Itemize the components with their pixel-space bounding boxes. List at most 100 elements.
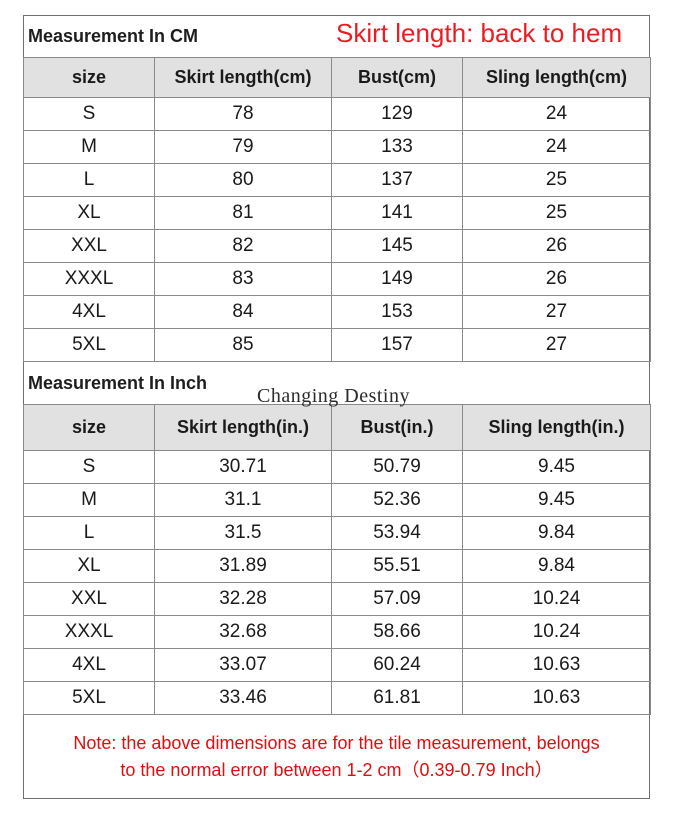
inch-table-row: 5XL 33.46 61.81 10.63	[23, 681, 651, 715]
cm-cell-sling-length: 24	[462, 97, 651, 131]
cm-cell-sling-length: 24	[462, 130, 651, 164]
cm-cell-bust: 133	[331, 130, 463, 164]
cm-table-row: 5XL 85 157 27	[23, 328, 651, 362]
inch-cell-sling-length: 10.24	[462, 615, 651, 649]
inch-cell-bust: 52.36	[331, 483, 463, 517]
cm-cell-skirt-length: 83	[154, 262, 332, 296]
cm-header-row: size Skirt length(cm) Bust(cm) Sling len…	[23, 57, 651, 98]
inch-cell-sling-length: 10.63	[462, 648, 651, 682]
inch-size-table: size Skirt length(in.) Bust(in.) Sling l…	[23, 404, 651, 715]
cm-cell-sling-length: 27	[462, 295, 651, 329]
cm-table-row: L 80 137 25	[23, 163, 651, 197]
inch-cell-skirt-length: 31.89	[154, 549, 332, 583]
inch-header-bust: Bust(in.)	[331, 404, 463, 451]
cm-cell-skirt-length: 79	[154, 130, 332, 164]
cm-cell-size: S	[23, 97, 155, 131]
inch-cell-size: M	[23, 483, 155, 517]
inch-table-row: XL 31.89 55.51 9.84	[23, 549, 651, 583]
inch-table-row: M 31.1 52.36 9.45	[23, 483, 651, 517]
cm-header-sling-length: Sling length(cm)	[462, 57, 651, 98]
inch-header-sling-length: Sling length(in.)	[462, 404, 651, 451]
cm-cell-bust: 145	[331, 229, 463, 263]
inch-table-body: S 30.71 50.79 9.45 M 31.1 52.36 9.45 L 31.5 53.94 9…	[23, 450, 651, 715]
inch-cell-skirt-length: 31.1	[154, 483, 332, 517]
cm-cell-size: L	[23, 163, 155, 197]
inch-cell-size: XXXL	[23, 615, 155, 649]
cm-cell-skirt-length: 81	[154, 196, 332, 230]
cm-cell-size: 5XL	[23, 328, 155, 362]
footnote-line-2: to the normal error between 1-2 cm（0.39-…	[120, 760, 553, 780]
cm-cell-sling-length: 26	[462, 262, 651, 296]
inch-table-row: S 30.71 50.79 9.45	[23, 450, 651, 484]
skirt-length-note: Skirt length: back to hem	[336, 18, 623, 48]
cm-cell-bust: 153	[331, 295, 463, 329]
inch-cell-sling-length: 10.24	[462, 582, 651, 616]
inch-header-skirt-length: Skirt length(in.)	[154, 404, 332, 451]
inch-cell-size: XXL	[23, 582, 155, 616]
inch-cell-bust: 58.66	[331, 615, 463, 649]
cm-cell-bust: 149	[331, 262, 463, 296]
cm-cell-skirt-length: 78	[154, 97, 332, 131]
cm-cell-bust: 137	[331, 163, 463, 197]
cm-cell-size: XL	[23, 196, 155, 230]
cm-header-size: size	[23, 57, 155, 98]
cm-table-row: XL 81 141 25	[23, 196, 651, 230]
watermark-text: Changing Destiny	[257, 385, 410, 407]
inch-table-row: XXL 32.28 57.09 10.24	[23, 582, 651, 616]
cm-cell-sling-length: 25	[462, 163, 651, 197]
cm-cell-skirt-length: 82	[154, 229, 332, 263]
inch-section-title: Measurement In Inch	[28, 373, 208, 393]
measurement-footnote: Note: the above dimensions are for the t…	[24, 730, 649, 784]
inch-cell-size: 5XL	[23, 681, 155, 715]
cm-cell-skirt-length: 80	[154, 163, 332, 197]
inch-cell-skirt-length: 33.07	[154, 648, 332, 682]
cm-cell-size: M	[23, 130, 155, 164]
inch-cell-skirt-length: 31.5	[154, 516, 332, 550]
cm-size-table: size Skirt length(cm) Bust(cm) Sling len…	[23, 57, 651, 362]
cm-cell-skirt-length: 85	[154, 328, 332, 362]
inch-cell-bust: 57.09	[331, 582, 463, 616]
cm-table-row: M 79 133 24	[23, 130, 651, 164]
cm-header-skirt-length: Skirt length(cm)	[154, 57, 332, 98]
cm-cell-bust: 157	[331, 328, 463, 362]
inch-cell-sling-length: 9.45	[462, 450, 651, 484]
inch-cell-size: 4XL	[23, 648, 155, 682]
cm-table-body: S 78 129 24 M 79 133 24 L 80 137 25 XL 81 141 25 XXL 82 14…	[23, 97, 651, 362]
inch-table-row: 4XL 33.07 60.24 10.63	[23, 648, 651, 682]
inch-cell-skirt-length: 32.68	[154, 615, 332, 649]
inch-cell-bust: 61.81	[331, 681, 463, 715]
inch-header-row: size Skirt length(in.) Bust(in.) Sling l…	[23, 404, 651, 451]
inch-cell-size: L	[23, 516, 155, 550]
cm-cell-size: XXXL	[23, 262, 155, 296]
cm-header-bust: Bust(cm)	[331, 57, 463, 98]
inch-cell-bust: 53.94	[331, 516, 463, 550]
inch-cell-skirt-length: 32.28	[154, 582, 332, 616]
cm-table-row: 4XL 84 153 27	[23, 295, 651, 329]
inch-cell-sling-length: 9.84	[462, 549, 651, 583]
inch-cell-sling-length: 10.63	[462, 681, 651, 715]
cm-cell-skirt-length: 84	[154, 295, 332, 329]
cm-cell-size: XXL	[23, 229, 155, 263]
cm-cell-size: 4XL	[23, 295, 155, 329]
cm-table-row: XXL 82 145 26	[23, 229, 651, 263]
inch-header-size: size	[23, 404, 155, 451]
inch-cell-size: S	[23, 450, 155, 484]
cm-section-title: Measurement In CM	[28, 26, 199, 46]
cm-cell-sling-length: 26	[462, 229, 651, 263]
inch-cell-bust: 60.24	[331, 648, 463, 682]
cm-table-row: XXXL 83 149 26	[23, 262, 651, 296]
inch-cell-bust: 55.51	[331, 549, 463, 583]
cm-cell-sling-length: 27	[462, 328, 651, 362]
inch-cell-sling-length: 9.45	[462, 483, 651, 517]
inch-cell-skirt-length: 33.46	[154, 681, 332, 715]
cm-cell-bust: 141	[331, 196, 463, 230]
inch-table-row: XXXL 32.68 58.66 10.24	[23, 615, 651, 649]
inch-cell-size: XL	[23, 549, 155, 583]
inch-cell-skirt-length: 30.71	[154, 450, 332, 484]
footnote-line-1: Note: the above dimensions are for the t…	[73, 733, 600, 753]
cm-table-row: S 78 129 24	[23, 97, 651, 131]
inch-cell-sling-length: 9.84	[462, 516, 651, 550]
cm-cell-bust: 129	[331, 97, 463, 131]
inch-table-row: L 31.5 53.94 9.84	[23, 516, 651, 550]
inch-cell-bust: 50.79	[331, 450, 463, 484]
